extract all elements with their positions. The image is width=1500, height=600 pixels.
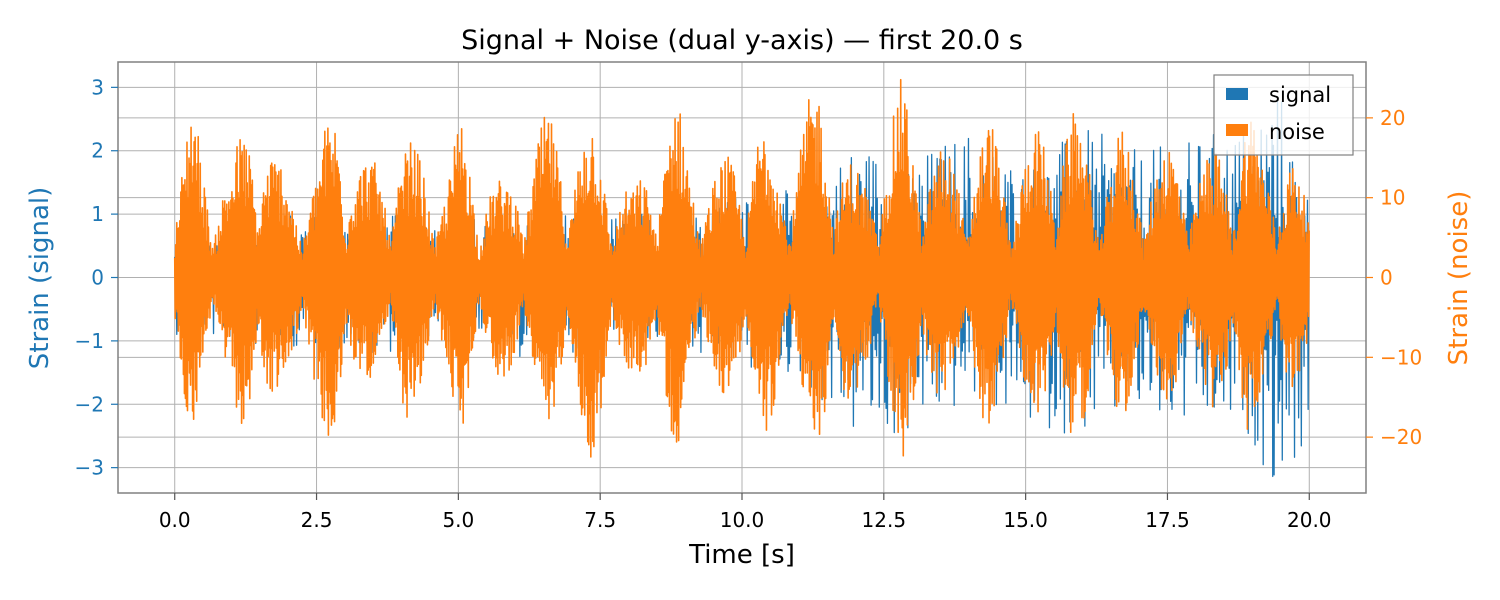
y-left-tick-label: −2 [75,392,104,416]
y-right-tick-label: 10 [1380,186,1405,210]
y-right-tick-label: 0 [1380,266,1393,290]
y-left-tick-label: −3 [75,456,104,480]
x-axis-label: Time [s] [688,540,795,570]
y-axis-right: 20 10 0 −10 −20 [1366,106,1422,449]
x-tick-label: 17.5 [1145,508,1190,532]
legend-swatch-noise [1226,124,1248,136]
legend-swatch-signal [1226,88,1248,100]
y-left-tick-label: 3 [91,75,104,99]
y-left-tick-label: −1 [75,329,104,353]
x-tick-label: 12.5 [862,508,907,532]
y-axis-right-label: Strain (noise) [1444,191,1474,366]
x-axis: 0.0 2.5 5.0 7.5 10.0 12.5 15.0 17.5 20.0 [159,493,1332,532]
x-tick-label: 0.0 [159,508,191,532]
legend-label-signal: signal [1269,83,1331,107]
y-axis-left: 3 2 1 0 −1 −2 −3 [75,75,118,480]
legend-label-noise: noise [1269,120,1325,144]
chart-title: Signal + Noise (dual y-axis) — first 20.… [461,25,1023,56]
y-axis-left-label: Strain (signal) [25,187,55,369]
x-tick-label: 20.0 [1287,508,1332,532]
y-left-tick-label: 0 [91,266,104,290]
x-tick-label: 2.5 [301,508,333,532]
y-right-tick-label: −20 [1380,425,1422,449]
y-right-tick-label: −10 [1380,345,1422,369]
legend: signal noise [1213,74,1354,156]
x-tick-label: 10.0 [720,508,765,532]
series-layer [173,78,1310,478]
y-right-tick-label: 20 [1380,106,1405,130]
series-line-noise [173,78,1310,458]
x-tick-label: 7.5 [584,508,616,532]
x-tick-label: 5.0 [442,508,474,532]
x-tick-label: 15.0 [1003,508,1048,532]
y-left-tick-label: 1 [91,202,104,226]
y-left-tick-label: 2 [91,139,104,163]
